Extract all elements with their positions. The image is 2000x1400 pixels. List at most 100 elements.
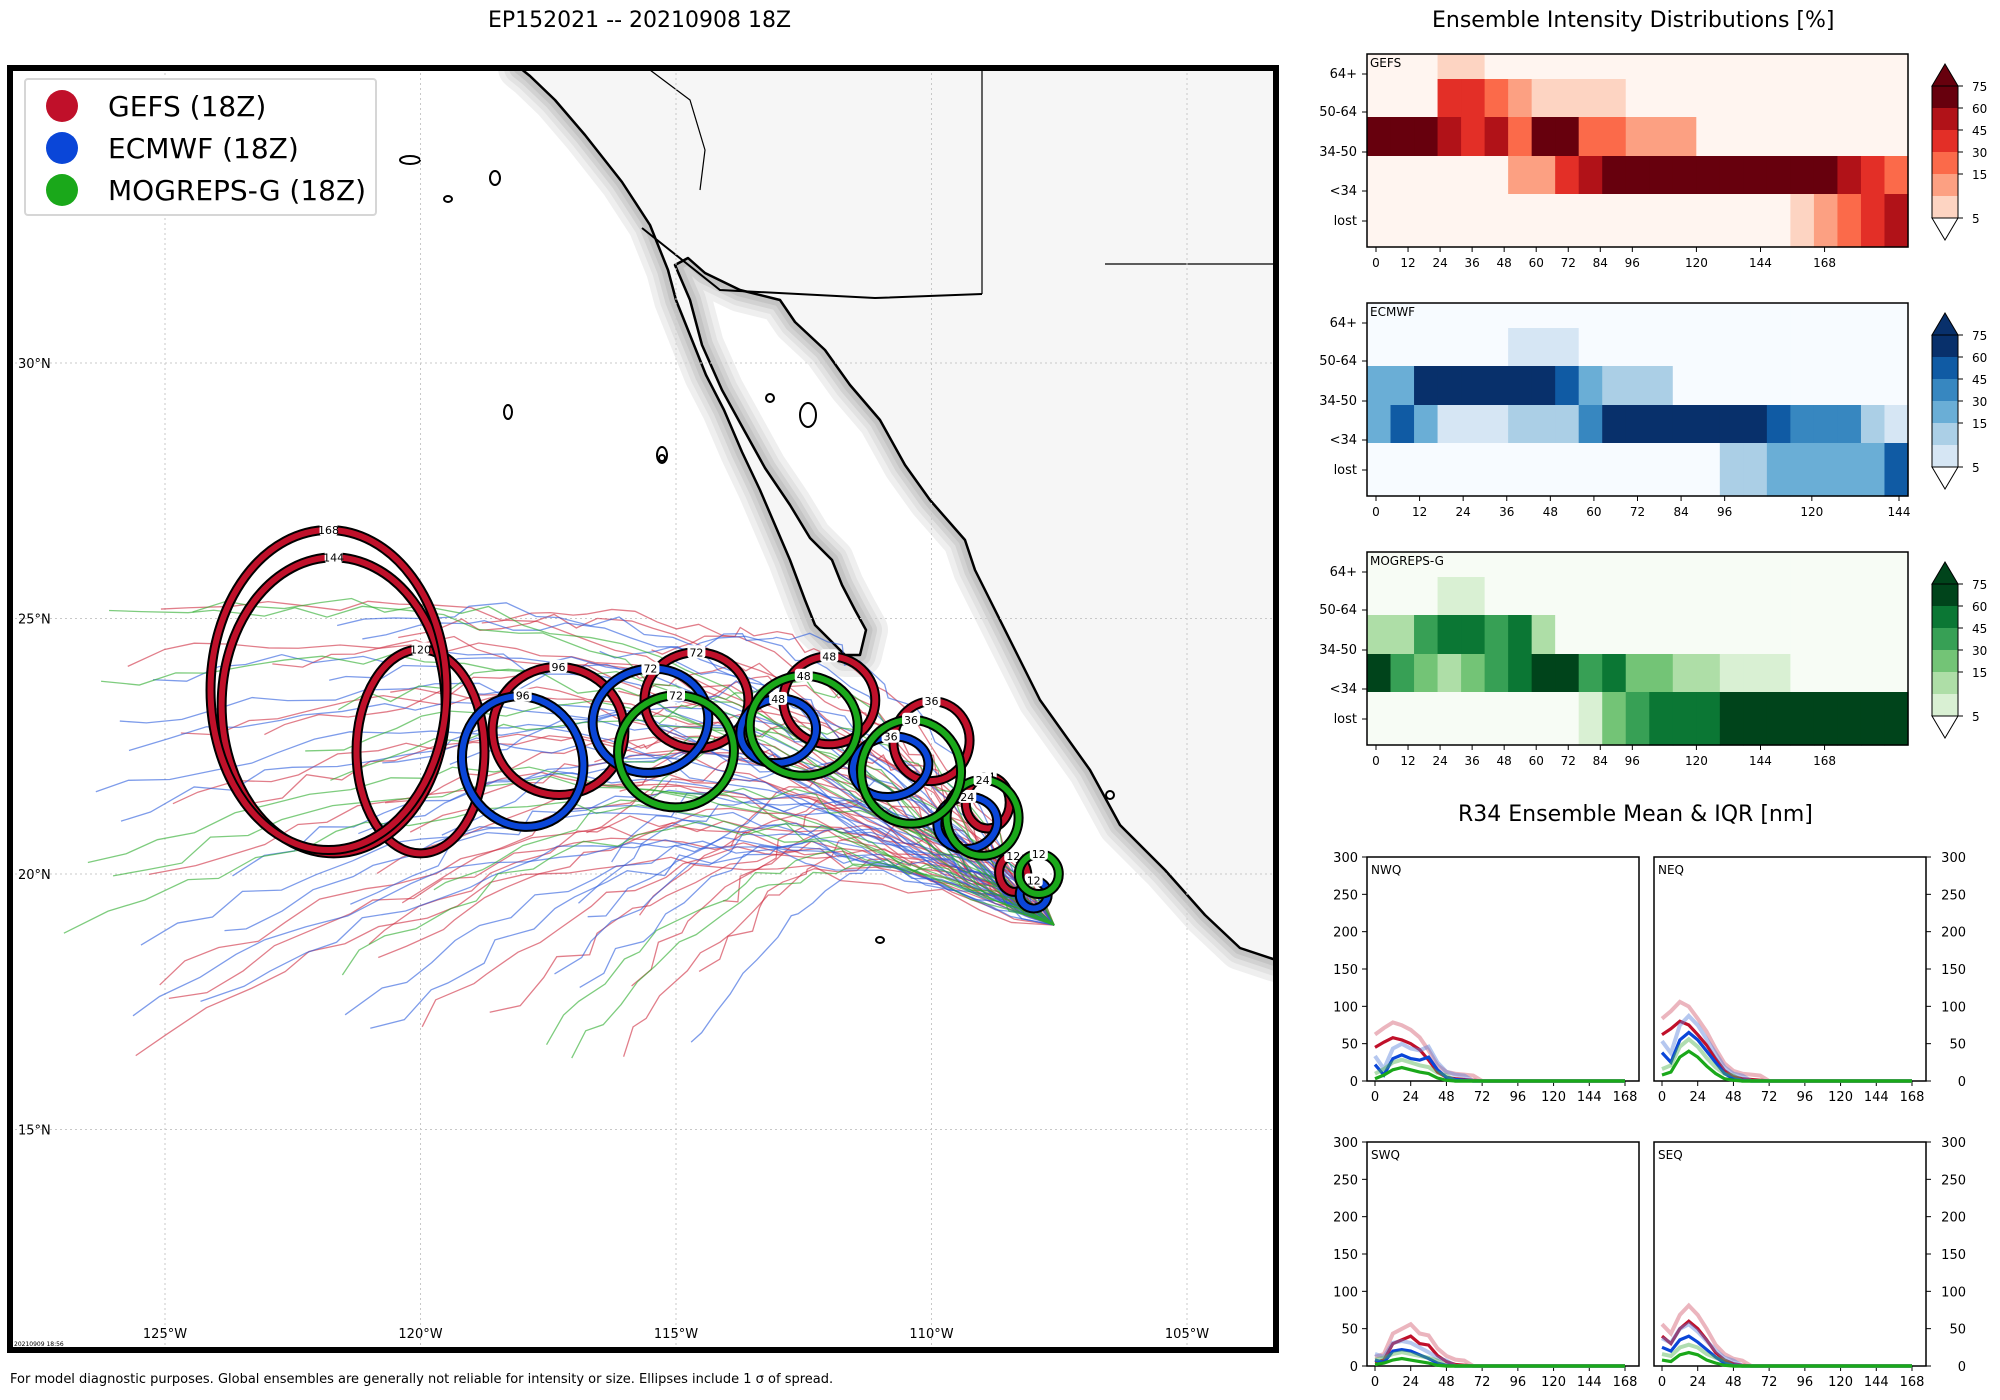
ellipse-hour-label: 12 [1004,849,1023,863]
x-tick-label: 48 [1725,1375,1742,1390]
intensity-cell [1625,328,1650,367]
ecmwf-ellipse [456,691,589,832]
intensity-cell [1625,692,1650,746]
intensity-cell [1367,79,1392,118]
intensity-cell [1531,654,1556,693]
intensity-cell [1390,303,1415,329]
intensity-cell [1484,117,1509,157]
intensity-cell [1602,54,1627,80]
r34-panel-seq: SEQ 300 250 200 150 100 50 0 0 24 48 72 96 120 144 168 [1653,1136,1966,1390]
intensity-cell [1719,366,1744,406]
intensity-cell [1672,615,1697,655]
intensity-cell [1719,405,1744,444]
colorbar-cap [1931,561,1959,585]
intensity-cell [1884,692,1909,746]
intensity-cell [1649,552,1674,578]
y-tick-label: 250 [1333,1173,1358,1188]
intensity-cell [1766,366,1791,406]
hour-text: 48 [771,693,785,706]
label-bg [549,659,568,673]
colorbar-label: 60 [1972,351,1987,365]
x-tick-label: 36 [1499,505,1514,519]
colorbar-label: 30 [1972,644,1987,658]
intensity-cell [1837,79,1862,118]
lat-label: 25°N [18,613,51,628]
intensity-cell [1414,552,1439,578]
colorbar-segment [1932,335,1958,357]
ecmwf-ellipse [587,663,714,778]
x-tick-label: 24 [1689,1375,1706,1390]
intensity-cell [1884,79,1909,118]
y-tick-label: 100 [1333,1000,1358,1015]
x-tick-label: 48 [1497,754,1512,768]
row-label: 50-64 [1319,105,1357,120]
x-tick-label: 84 [1673,505,1688,519]
intensity-cell [1625,194,1650,248]
x-tick-label: 0 [1658,1375,1666,1390]
intensity-cell [1884,156,1909,195]
y-tick-label: 100 [1941,1000,1966,1015]
label-bg [667,688,685,702]
intensity-cell [1437,328,1462,367]
intensity-cell [1649,54,1674,80]
intensity-cell [1578,552,1603,578]
intensity-cell [1555,194,1580,248]
intensity-cell [1790,615,1815,655]
intensity-cell [1743,54,1768,80]
intensity-cell [1766,654,1791,693]
ellipse-hour-label: 96 [549,659,568,674]
intensity-cell [1743,615,1768,655]
island [875,936,885,944]
intensity-cell [1719,552,1744,578]
intensity-cell [1508,552,1533,578]
intensity-cell [1437,79,1462,118]
intensity-cell [1461,156,1486,195]
hour-text: 96 [551,661,565,674]
intensity-cell [1367,615,1392,655]
hour-text: 48 [822,650,836,663]
y-tick-label: 200 [1333,926,1358,941]
colorbar-segment [1932,379,1958,401]
intensity-cell [1790,405,1815,444]
panel-frame [1653,1141,1927,1367]
intensity-cell [1625,443,1650,497]
intensity-cell [1719,328,1744,367]
intensity-cell [1719,692,1744,746]
intensity-cell [1696,405,1721,444]
intensity-cell [1461,366,1486,406]
intensity-cell [1790,552,1815,578]
y-tick-label: 0 [1350,1075,1358,1090]
label-bg [958,789,977,803]
row-label: 50-64 [1319,354,1357,369]
track-map[interactable]: 1224364872961201441681224364872961224364… [0,0,1290,1360]
x-tick-label: 72 [1474,1375,1491,1390]
intensity-cell [1437,194,1462,248]
intensity-cell [1437,117,1462,157]
panel-frame [1653,856,1927,1082]
x-tick-label: 48 [1543,505,1558,519]
colorbar-cap [1931,217,1959,241]
intensity-cell [1555,615,1580,655]
intensity-cell [1743,552,1768,578]
r34-mean-mogreps [1661,1049,1912,1083]
y-tick-label: 0 [1958,1075,1966,1090]
intensity-cell [1437,692,1462,746]
hour-text: 24 [960,791,974,804]
ellipse-hour-label: 36 [902,712,921,727]
intensity-cell [1390,692,1415,746]
y-tick-label: 50 [1949,1323,1966,1338]
intensity-cell [1625,405,1650,444]
intensity-cell [1884,654,1909,693]
intensity-cell [1437,303,1462,329]
label-bg [513,688,532,702]
x-tick-label: 144 [1864,1375,1889,1390]
intensity-cell [1790,654,1815,693]
lon-label: 120°W [398,1327,442,1342]
y-tick-label: 200 [1333,1211,1358,1226]
ellipse-hour-label: 36 [922,694,941,708]
x-tick-label: 168 [1900,1090,1925,1105]
intensity-cell [1531,79,1556,118]
intensity-cell [1367,654,1392,693]
x-tick-label: 0 [1658,1090,1666,1105]
intensity-cell [1578,366,1603,406]
